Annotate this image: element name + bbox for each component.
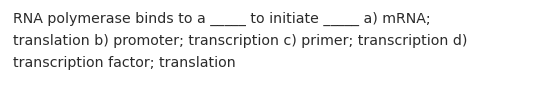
Text: translation b) promoter; transcription c) primer; transcription d): translation b) promoter; transcription c…: [13, 34, 468, 48]
Text: transcription factor; translation: transcription factor; translation: [13, 56, 235, 70]
Text: RNA polymerase binds to a _____ to initiate _____ a) mRNA;: RNA polymerase binds to a _____ to initi…: [13, 12, 431, 26]
